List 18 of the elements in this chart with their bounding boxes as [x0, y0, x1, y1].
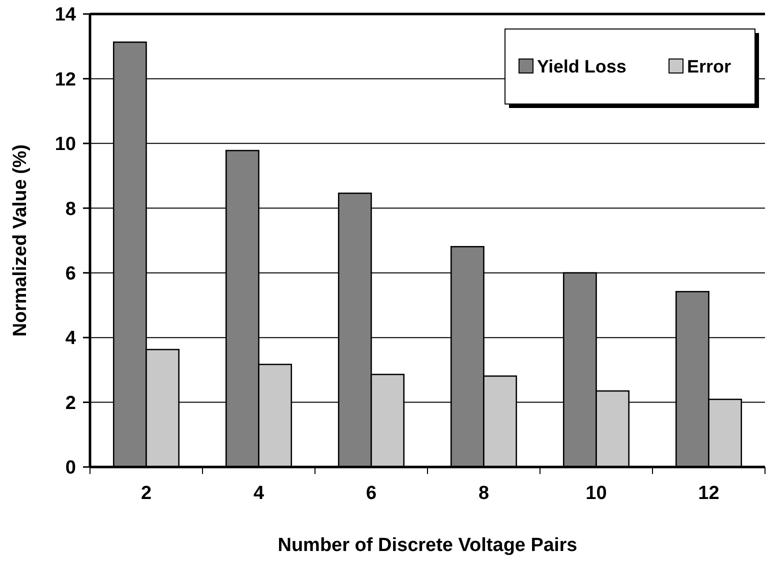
y-tick-label: 12: [54, 69, 76, 90]
y-tick-label: 4: [65, 328, 76, 350]
x-axis-title: Number of Discrete Voltage Pairs: [278, 535, 578, 556]
y-tick-label: 8: [65, 198, 76, 220]
x-tick-label: 12: [698, 483, 720, 504]
x-tick-label: 10: [586, 483, 607, 504]
y-tick-label: 2: [65, 392, 76, 414]
y-tick-label: 10: [54, 134, 76, 156]
legend-label: Error: [687, 56, 732, 76]
y-tick-label: 14: [54, 4, 76, 26]
x-tick-label: 8: [478, 483, 490, 504]
x-tick-label: 2: [140, 483, 152, 504]
x-tick-label: 6: [366, 483, 377, 504]
y-axis-title: Normalized Value (%): [10, 144, 31, 337]
x-tick-label: 4: [253, 483, 264, 504]
y-tick-label: 6: [65, 264, 76, 285]
y-tick-label: 0: [65, 458, 76, 479]
legend-label: Yield Loss: [537, 56, 626, 76]
